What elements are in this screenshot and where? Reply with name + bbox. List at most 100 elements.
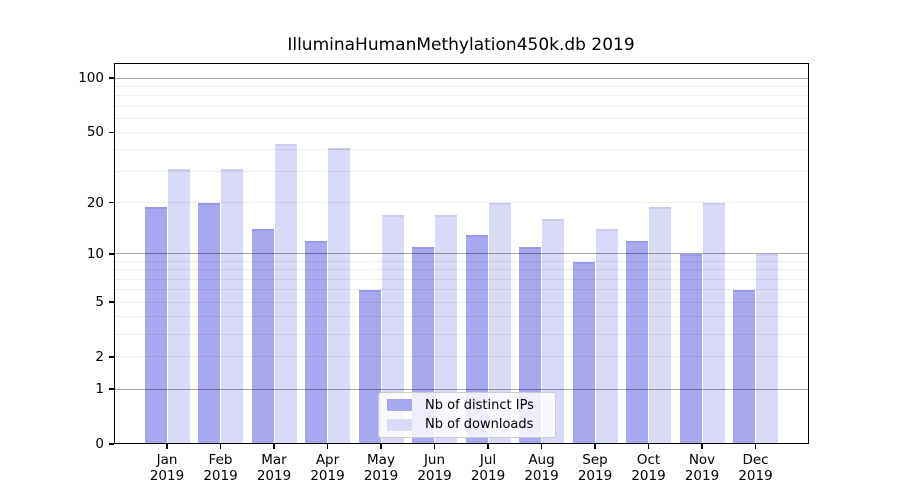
year-label: 2019 <box>631 467 666 484</box>
bar-distinct-ips-jan <box>144 206 167 444</box>
y-tick-label-0: 0 <box>95 436 104 452</box>
year-label: 2019 <box>363 467 399 484</box>
legend-item-distinct-ips: Nb of distinct IPs <box>379 396 555 414</box>
bar-distinct-ips-oct <box>626 240 648 444</box>
year-label: 2019 <box>684 467 720 484</box>
month-label: May <box>367 452 395 468</box>
x-tick-aug <box>540 444 543 449</box>
month-label: Apr <box>315 452 340 468</box>
x-tick-jan <box>166 444 168 449</box>
bar-downloads-nov <box>702 202 725 444</box>
y-tick-label-50: 50 <box>86 124 104 141</box>
bar-downloads-may <box>381 214 404 444</box>
minor-gridline-50 <box>113 131 809 133</box>
bar-downloads-feb <box>221 169 243 444</box>
y-tick-0 <box>108 443 114 445</box>
bar-distinct-ips-sep <box>572 261 595 444</box>
year-label: 2019 <box>470 467 506 484</box>
month-label: Oct <box>636 452 661 468</box>
major-gridline-10 <box>113 253 809 255</box>
x-tick-label-oct: Oct 2019 <box>617 452 681 484</box>
bar-downloads-mar <box>274 144 297 444</box>
y-tick-label-2: 2 <box>95 348 104 365</box>
y-tick-label-1: 1 <box>95 381 104 398</box>
month-label: Jan <box>156 452 178 468</box>
month-label: Dec <box>742 452 769 468</box>
legend-label-distinct-ips: Nb of distinct IPs <box>425 397 534 413</box>
bar-downloads-oct <box>649 206 671 444</box>
month-label: Sep <box>582 452 608 468</box>
minor-gridline-80 <box>113 95 809 97</box>
x-tick-label-dec: Dec 2019 <box>724 452 788 484</box>
x-tick-jun <box>433 444 436 449</box>
minor-gridline-5 <box>113 301 809 303</box>
minor-gridline-7 <box>113 278 809 280</box>
year-label: 2019 <box>310 467 345 484</box>
x-tick-label-nov: Nov 2019 <box>670 452 734 484</box>
y-tick-2 <box>108 356 114 358</box>
month-label: Jun <box>423 452 446 468</box>
x-tick-oct <box>647 444 650 449</box>
legend-swatch-distinct-ips <box>387 399 412 412</box>
chart-title: IlluminaHumanMethylation450k.db 2019 <box>287 35 635 55</box>
minor-gridline-70 <box>113 105 809 107</box>
x-tick-jul <box>487 444 489 449</box>
y-tick-label-5: 5 <box>95 293 104 310</box>
bar-downloads-aug <box>542 219 564 444</box>
year-label: 2019 <box>417 467 452 484</box>
minor-gridline-3 <box>113 333 809 335</box>
x-tick-sep <box>594 444 596 449</box>
year-label: 2019 <box>149 467 185 484</box>
x-tick-label-jul: Jul 2019 <box>456 452 520 484</box>
legend: Nb of distinct IPs Nb of downloads <box>378 392 556 438</box>
bar-distinct-ips-nov <box>679 253 702 444</box>
x-tick-label-may: May 2019 <box>349 452 413 484</box>
minor-gridline-60 <box>113 117 809 119</box>
legend-swatch-downloads <box>387 418 412 431</box>
bar-distinct-ips-jul <box>465 234 488 444</box>
minor-gridline-20 <box>113 202 809 204</box>
x-tick-apr <box>326 444 329 449</box>
bar-distinct-ips-dec <box>733 289 755 444</box>
month-label: Aug <box>528 452 555 468</box>
minor-gridline-30 <box>113 171 809 173</box>
minor-gridline-40 <box>113 149 809 151</box>
year-label: 2019 <box>256 467 292 484</box>
bar-downloads-sep <box>595 229 618 444</box>
x-tick-label-mar: Mar 2019 <box>242 452 306 484</box>
bar-downloads-jun <box>435 214 457 444</box>
x-tick-label-feb: Feb 2019 <box>189 452 253 484</box>
bar-downloads-jan <box>167 169 190 444</box>
y-tick-5 <box>108 301 114 303</box>
month-label: Mar <box>261 452 287 468</box>
year-label: 2019 <box>524 467 559 484</box>
x-tick-mar <box>273 444 275 449</box>
bar-distinct-ips-apr <box>305 240 327 444</box>
minor-gridline-8 <box>113 269 809 271</box>
y-tick-label-20: 20 <box>86 194 104 211</box>
x-tick-nov <box>701 444 703 449</box>
x-tick-label-apr: Apr 2019 <box>296 452 360 484</box>
major-gridline-1 <box>113 388 809 390</box>
legend-item-downloads: Nb of downloads <box>379 416 555 434</box>
x-tick-feb <box>219 444 222 449</box>
x-tick-dec <box>754 444 757 449</box>
x-tick-may <box>380 444 382 449</box>
x-tick-label-aug: Aug 2019 <box>510 452 574 484</box>
y-tick-50 <box>108 131 114 134</box>
y-tick-label-10: 10 <box>86 245 104 262</box>
y-tick-1 <box>108 388 114 390</box>
minor-gridline-2 <box>113 356 809 358</box>
year-label: 2019 <box>577 467 613 484</box>
y-tick-100 <box>108 77 114 79</box>
minor-gridline-6 <box>113 289 809 291</box>
minor-gridline-4 <box>113 315 809 317</box>
year-label: 2019 <box>738 467 773 484</box>
bar-distinct-ips-may <box>358 289 381 444</box>
year-label: 2019 <box>203 467 238 484</box>
bar-distinct-ips-mar <box>251 229 274 444</box>
minor-gridline-9 <box>113 261 809 263</box>
y-tick-20 <box>108 201 114 204</box>
bar-downloads-apr <box>328 147 350 444</box>
